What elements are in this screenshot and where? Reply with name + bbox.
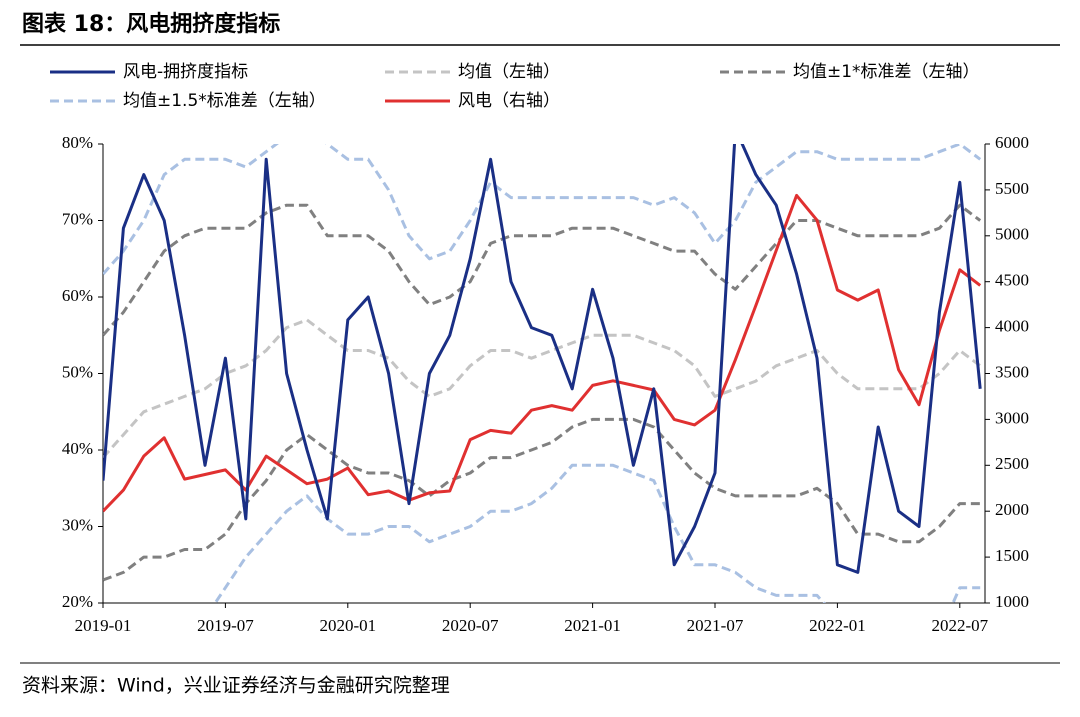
x-tick-label: 2019-07: [197, 616, 254, 635]
source: 资料来源：Wind，兴业证券经济与金融研究院整理: [22, 675, 450, 697]
y2-tick-label: 4500: [995, 271, 1029, 290]
x-tick-label: 2022-01: [809, 616, 866, 635]
x-tick-label: 2022-07: [931, 616, 988, 635]
legend-label: 均值±1*标准差（左轴）: [793, 62, 980, 82]
legend-label: 风电（右轴）: [458, 91, 560, 111]
y-tick-label: 50%: [62, 362, 93, 381]
y2-tick-label: 2500: [995, 454, 1029, 473]
y2-tick-label: 6000: [995, 133, 1029, 152]
chart-title: 图表 18：风电拥挤度指标: [22, 11, 280, 37]
series-line: [103, 144, 982, 574]
x-tick-label: 2019-01: [75, 616, 132, 635]
y2-tick-label: 4000: [995, 317, 1029, 336]
y2-tick-label: 3500: [995, 362, 1029, 381]
plot-area: [103, 144, 982, 603]
legend-label: 均值±1.5*标准差（左轴）: [123, 91, 326, 111]
y2-tick-label: 3000: [995, 408, 1029, 427]
y2-tick-label: 5500: [995, 179, 1029, 198]
x-tick-label: 2020-01: [319, 616, 376, 635]
legend-label: 均值（左轴）: [458, 62, 560, 82]
y-tick-label: 30%: [62, 515, 93, 534]
y-tick-label: 20%: [62, 592, 93, 611]
y2-tick-label: 2000: [995, 500, 1029, 519]
y2-tick-label: 5000: [995, 225, 1029, 244]
x-tick-label: 2021-07: [687, 616, 744, 635]
y-tick-label: 40%: [62, 439, 93, 458]
series-line: [213, 463, 981, 603]
series-line: [103, 318, 982, 459]
series-line: [103, 144, 982, 276]
y-tick-label: 70%: [62, 209, 93, 228]
y2-tick-label: 1500: [995, 546, 1029, 565]
x-tick-label: 2021-01: [564, 616, 621, 635]
series-line: [103, 417, 981, 582]
legend-label: 风电-拥挤度指标: [123, 62, 248, 82]
y-tick-label: 80%: [62, 133, 93, 152]
y-tick-label: 60%: [62, 286, 93, 305]
x-tick-label: 2020-07: [442, 616, 499, 635]
series-line: [103, 203, 982, 337]
y2-tick-label: 1000: [995, 592, 1029, 611]
